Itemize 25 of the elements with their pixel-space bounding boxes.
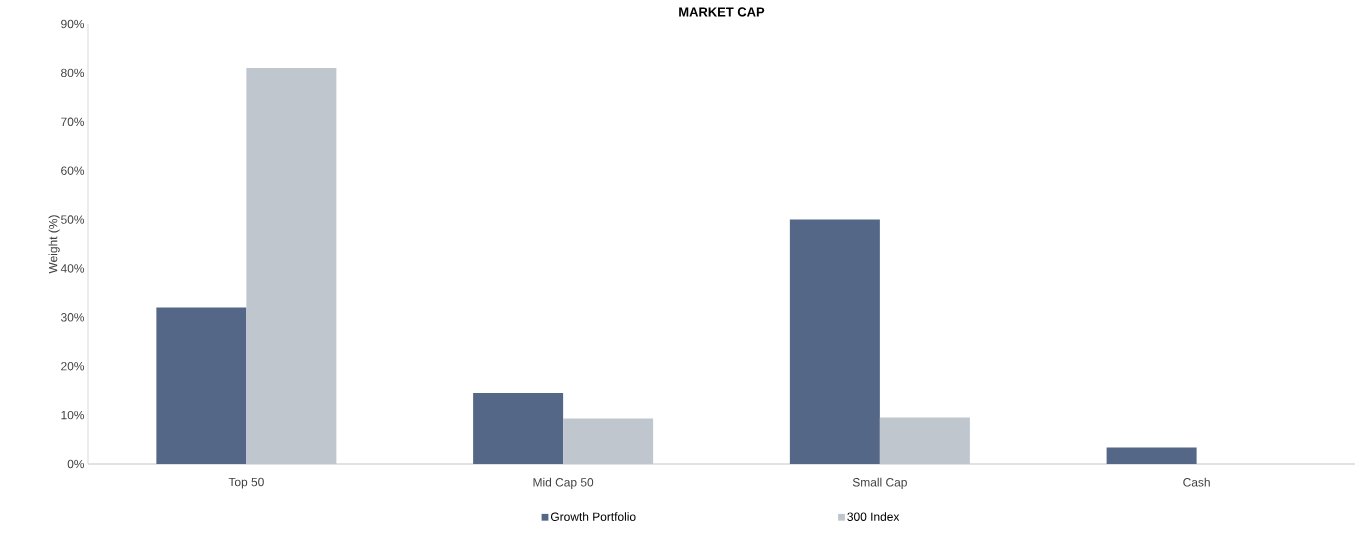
x-tick-label: Small Cap	[852, 477, 907, 489]
y-tick-label: 60%	[61, 166, 85, 175]
bar	[1106, 447, 1197, 464]
bar	[789, 219, 880, 464]
chart-title: MARKET CAP	[679, 7, 765, 17]
y-axis-title: Weight (%)	[48, 215, 60, 274]
x-tick-label: Top 50	[228, 477, 264, 489]
bar	[246, 68, 337, 464]
y-tick-label: 20%	[61, 362, 85, 371]
legend-label: 300 Index	[847, 512, 900, 521]
y-tick-label: 80%	[61, 68, 85, 78]
bar	[156, 307, 247, 464]
y-tick-label: 0%	[67, 459, 85, 469]
bar	[563, 418, 654, 464]
y-tick-label: 90%	[61, 19, 85, 29]
y-tick-label: 30%	[61, 313, 85, 322]
y-tick-label: 40%	[60, 264, 85, 273]
x-tick-label: Mid Cap 50	[533, 477, 594, 489]
legend-label: Growth Portfolio	[550, 512, 636, 521]
y-tick-label: 50%	[61, 215, 85, 224]
bar	[879, 417, 970, 464]
y-tick-label: 10%	[61, 410, 85, 420]
y-tick-label: 70%	[61, 117, 85, 127]
bar	[473, 393, 564, 464]
x-tick-label: Cash	[1183, 477, 1210, 487]
